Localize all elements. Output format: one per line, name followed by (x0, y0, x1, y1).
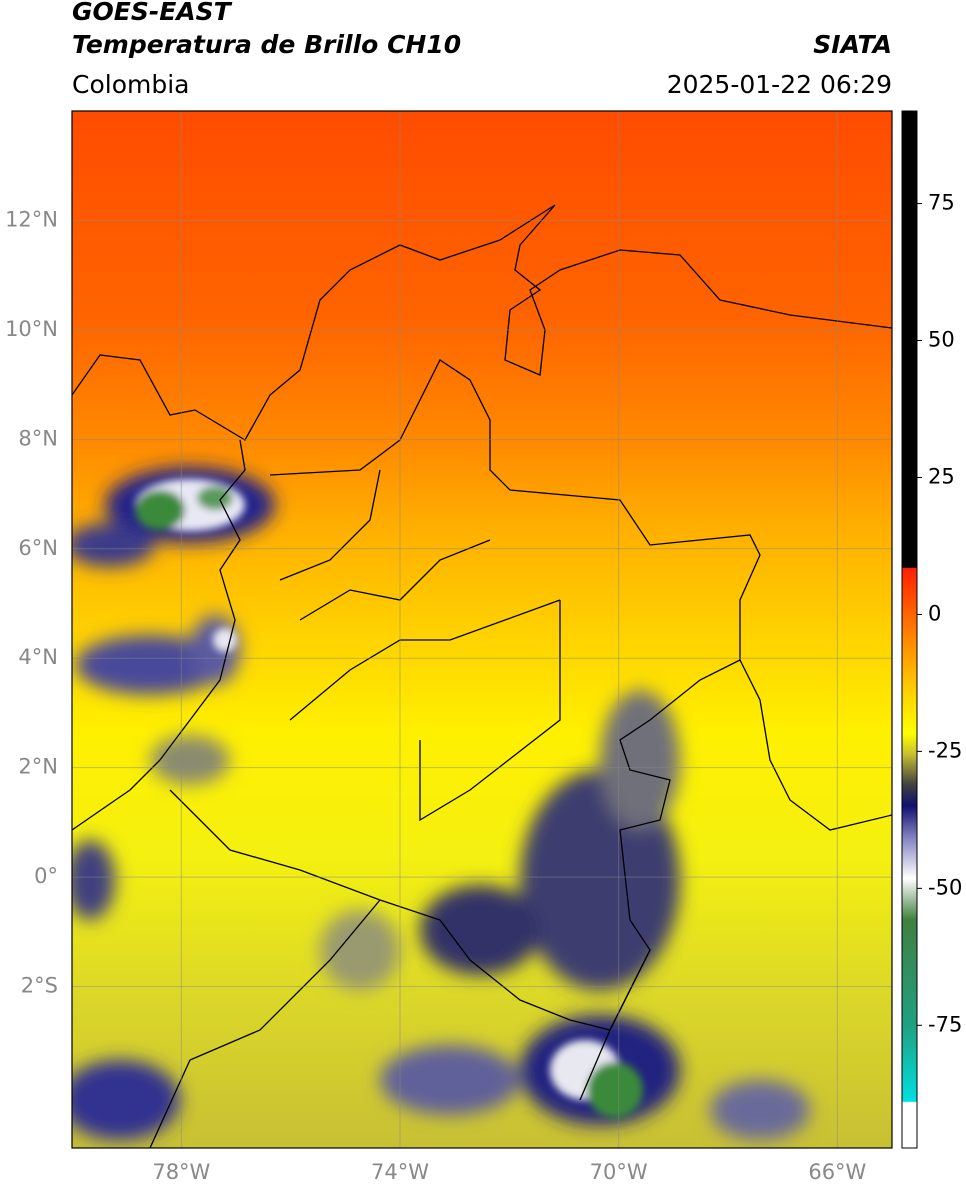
y-tick-label: 8°N (18, 426, 58, 450)
y-tick-label: 4°N (18, 645, 58, 669)
grid (72, 111, 892, 1148)
x-tick-label: 78°W (152, 1160, 210, 1184)
colorbar-tick-label: -25 (928, 738, 962, 762)
y-tick-label: 6°N (18, 536, 58, 560)
x-tick-label: 66°W (808, 1160, 866, 1184)
satellite-image (72, 111, 892, 1148)
region: Colombia (72, 70, 189, 99)
colorbar (901, 110, 918, 1149)
subtitle: Temperatura de Brillo CH10 (72, 30, 461, 59)
title: GOES-EAST (72, 0, 233, 26)
y-tick-label: 2°S (21, 974, 58, 998)
timestamp: 2025-01-22 06:29 (667, 70, 892, 99)
x-tick-label: 70°W (590, 1160, 648, 1184)
x-tick-label: 74°W (371, 1160, 429, 1184)
colorbar-tick-label: 0 (928, 601, 941, 625)
y-tick-label: 2°N (18, 755, 58, 779)
ticks: 78°W 74°W 70°W 66°W 12°N 10°N 8°N 6°N 4°N 2°N 0° 2°… (5, 191, 962, 1184)
colorbar-tick-label: 50 (928, 328, 955, 352)
colorbar-tick-label: -50 (928, 875, 962, 899)
colorbar-tick-label: 25 (928, 464, 955, 488)
y-tick-label: 10°N (5, 317, 58, 341)
map-frame (71, 110, 893, 1149)
y-tick-label: 12°N (5, 207, 58, 231)
source: SIATA (813, 30, 892, 59)
y-tick-label: 0° (34, 864, 58, 888)
cold-cores (135, 479, 643, 1118)
colorbar-tick-label: 75 (928, 191, 955, 215)
colorbar-tick-label: -75 (928, 1012, 962, 1036)
